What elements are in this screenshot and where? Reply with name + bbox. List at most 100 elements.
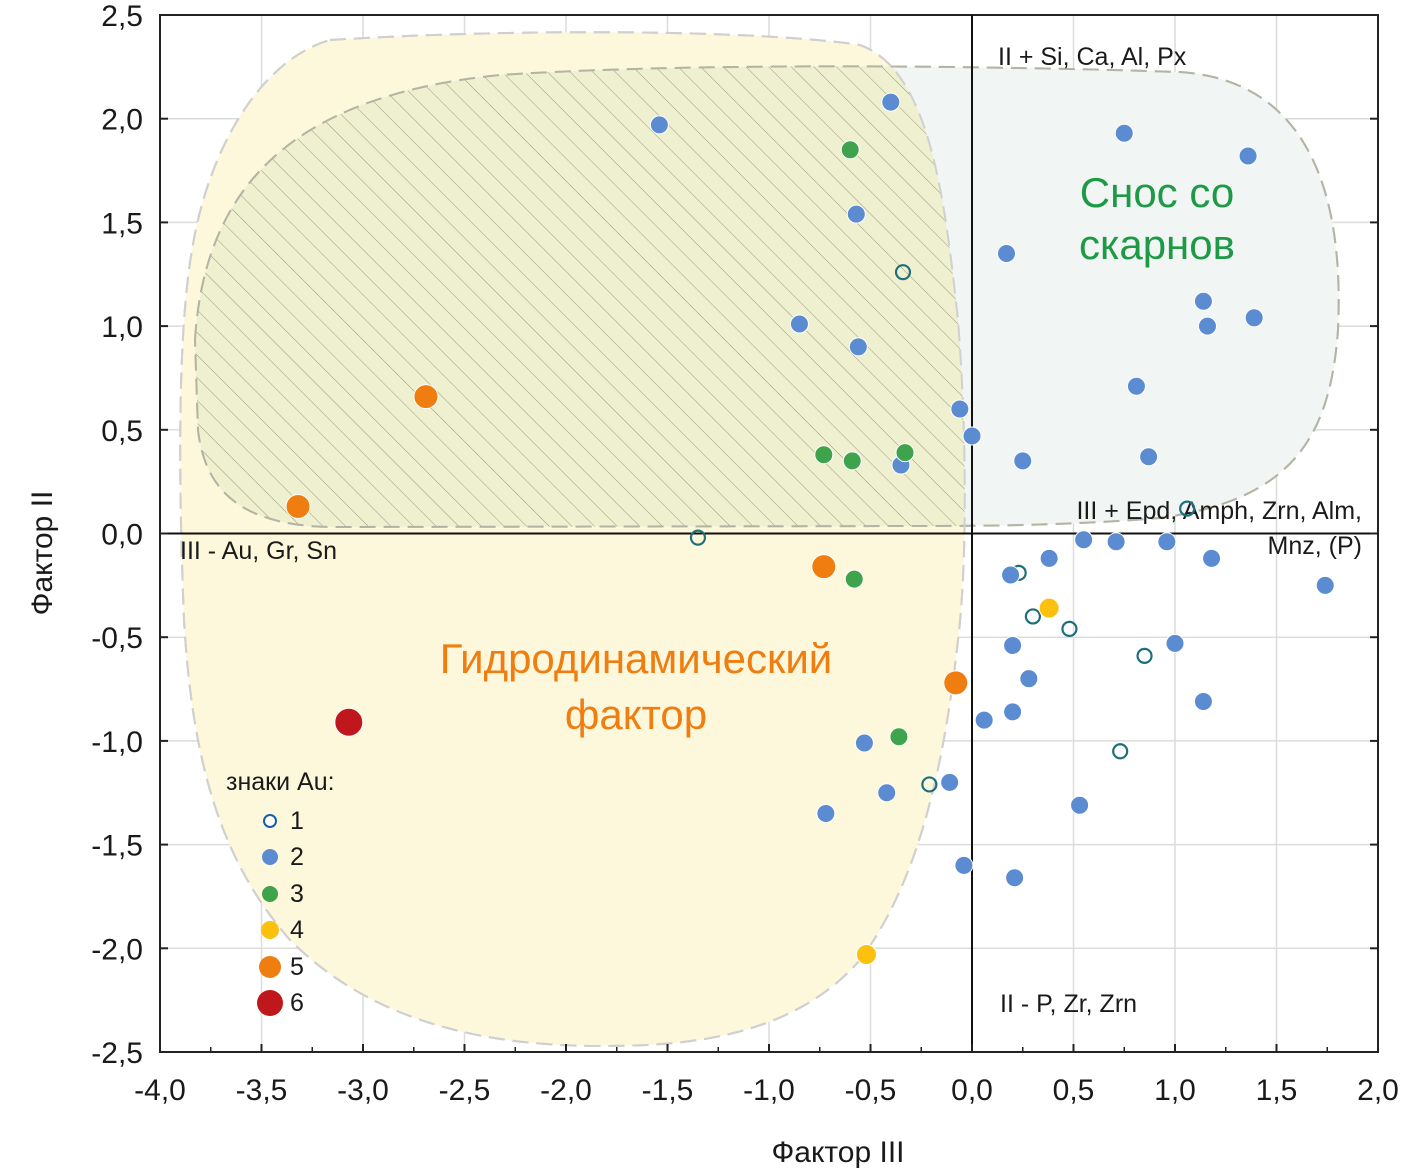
- data-point-sign-3: [840, 140, 860, 160]
- annotation-bottom: II - P, Zr, Zrn: [1000, 990, 1137, 1018]
- legend-label-1: 1: [290, 807, 304, 835]
- data-point-sign-2: [1114, 123, 1134, 143]
- x-tick-label: 0,0: [951, 1074, 993, 1107]
- x-tick-label: -3,0: [337, 1074, 389, 1107]
- data-point-sign-2: [962, 426, 982, 446]
- region-hydro-label-2: фактор: [565, 691, 707, 738]
- data-point-sign-2: [881, 92, 901, 112]
- data-point-sign-3: [895, 443, 915, 463]
- legend: знаки Au: 1 2 3 4 5 6: [226, 768, 335, 1017]
- data-point-sign-2: [1001, 565, 1021, 585]
- region-hydro-label-1: Гидродинамический: [440, 635, 833, 682]
- legend-marker-4: [261, 921, 279, 939]
- region-overlap-hatch: [195, 66, 965, 527]
- data-point-sign-1: [689, 529, 707, 546]
- data-point-sign-2: [846, 204, 866, 224]
- legend-marker-1: [263, 814, 277, 828]
- legend-label-6: 6: [290, 989, 304, 1017]
- data-point-sign-2: [1165, 633, 1185, 653]
- data-point-sign-2: [997, 244, 1017, 264]
- data-point-sign-2: [940, 772, 960, 792]
- data-point-sign-2: [1244, 308, 1264, 328]
- legend-marker-2: [262, 849, 278, 865]
- data-point-sign-1: [1112, 743, 1129, 760]
- regions: [179, 31, 1340, 1048]
- data-point-sign-2: [1193, 291, 1213, 311]
- data-point-sign-2: [1070, 795, 1090, 815]
- legend-label-3: 3: [290, 880, 304, 908]
- legend-label-2: 2: [290, 843, 304, 871]
- legend-label-5: 5: [290, 953, 304, 981]
- y-tick-label: 2,5: [101, 0, 143, 33]
- data-point-sign-3: [889, 727, 909, 747]
- region-skarn-label-1: Снос со: [1080, 169, 1234, 216]
- y-axis-label: Фактор II: [26, 491, 59, 616]
- y-tick-label: 2,0: [101, 104, 143, 137]
- data-point-sign-2: [1193, 691, 1213, 711]
- x-tick-label: -2,5: [439, 1074, 491, 1107]
- x-axis-label: Фактор III: [771, 1136, 904, 1169]
- data-point-sign-2: [1197, 316, 1217, 336]
- region-hydro-outline: [179, 31, 966, 1048]
- data-point-sign-2: [1238, 146, 1258, 166]
- x-tick-label: -1,5: [642, 1074, 694, 1107]
- data-point-sign-2: [1019, 669, 1039, 689]
- data-point-sign-2: [1039, 548, 1059, 568]
- data-point-sign-5: [943, 670, 969, 696]
- data-point-sign-2: [1074, 530, 1094, 550]
- data-point-sign-2: [877, 783, 897, 803]
- annotations: II + Si, Ca, Al, Px II - P, Zr, Zrn III …: [180, 43, 1362, 1018]
- x-tick-label: -1,0: [743, 1074, 795, 1107]
- data-point-sign-2: [1157, 532, 1177, 552]
- data-point-sign-2: [1315, 575, 1335, 595]
- data-point-sign-4: [1038, 597, 1060, 619]
- y-tick-label: -2,0: [91, 933, 143, 966]
- annotation-right-1: III + Epd, Amph, Zrn, Alm,: [1076, 497, 1362, 525]
- y-tick-label: 0,0: [101, 519, 143, 552]
- data-point-sign-2: [1013, 451, 1033, 471]
- data-point-sign-2: [1003, 702, 1023, 722]
- y-tick-label: 1,0: [101, 311, 143, 344]
- data-point-sign-2: [1005, 868, 1025, 888]
- data-point-sign-2: [950, 399, 970, 419]
- x-tick-label: -2,0: [540, 1074, 592, 1107]
- legend-marker-6: [257, 990, 283, 1016]
- y-tick-label: -1,5: [91, 830, 143, 863]
- data-point-sign-1: [894, 264, 912, 281]
- data-point-sign-2: [649, 115, 669, 135]
- annotation-left: III - Au, Gr, Sn: [180, 537, 337, 565]
- data-point-sign-1: [1061, 620, 1078, 638]
- x-tick-label: 2,0: [1357, 1074, 1399, 1107]
- data-point-sign-2: [1126, 376, 1146, 396]
- legend-marker-3: [262, 886, 278, 902]
- y-tick-label: 1,5: [101, 207, 143, 240]
- region-skarn-label-2: скарнов: [1079, 221, 1235, 268]
- data-point-sign-1: [1136, 647, 1153, 664]
- y-tick-label: 0,5: [101, 415, 143, 448]
- data-points: [285, 92, 1335, 966]
- x-tick-label: -4,0: [134, 1074, 186, 1107]
- data-point-sign-2: [954, 855, 974, 875]
- data-point-sign-5: [811, 554, 837, 580]
- x-tick-label: 1,5: [1256, 1074, 1298, 1107]
- data-point-sign-5: [285, 494, 311, 520]
- data-point-sign-2: [816, 803, 836, 823]
- legend-title: знаки Au:: [226, 768, 335, 796]
- data-point-sign-1: [921, 776, 938, 793]
- y-tick-label: -0,5: [91, 622, 143, 655]
- data-point-sign-4: [855, 944, 877, 966]
- data-point-sign-3: [814, 445, 834, 465]
- data-point-sign-2: [854, 733, 874, 753]
- data-point-sign-1: [1179, 500, 1196, 517]
- legend-marker-5: [259, 956, 281, 978]
- data-point-sign-2: [974, 710, 994, 730]
- data-point-sign-2: [1202, 548, 1222, 568]
- x-tick-label: -0,5: [845, 1074, 897, 1107]
- data-point-sign-2: [1106, 532, 1126, 552]
- data-point-sign-3: [842, 451, 862, 471]
- legend-label-4: 4: [290, 916, 304, 944]
- x-tick-label: -3,5: [236, 1074, 288, 1107]
- data-point-sign-2: [1139, 447, 1159, 467]
- x-tick-label: 1,0: [1154, 1074, 1196, 1107]
